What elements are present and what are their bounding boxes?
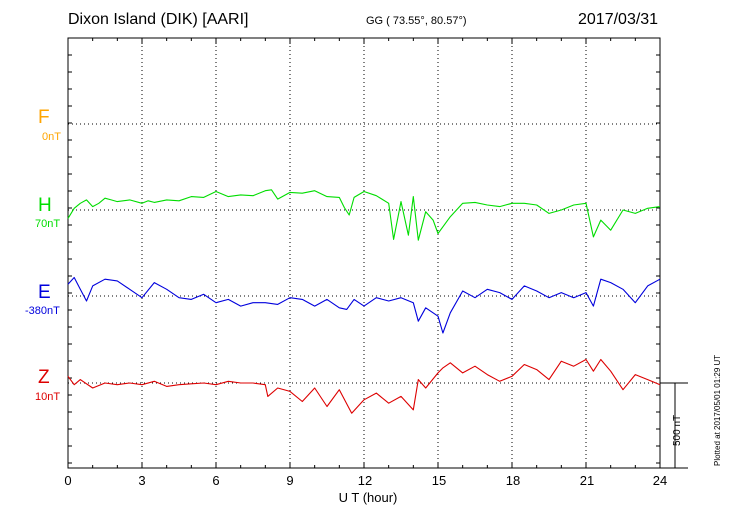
series-line-h bbox=[67, 189, 661, 241]
series-label-f: F bbox=[38, 107, 50, 128]
station-coordinates: GG ( 73.55°, 80.57°) bbox=[366, 15, 467, 27]
series-line-z bbox=[67, 358, 661, 414]
x-tick-label: 3 bbox=[138, 473, 146, 488]
x-tick-label: 12 bbox=[357, 473, 373, 488]
series-offset-z: 10nT bbox=[35, 391, 61, 403]
x-tick-label: 0 bbox=[64, 473, 72, 488]
station-title: Dixon Island (DIK) [AARI] bbox=[68, 11, 249, 28]
x-tick-label: 18 bbox=[505, 473, 521, 488]
plotted-timestamp: Plotted at 2017/05/01 01:29 UT bbox=[713, 354, 722, 466]
series-label-e: E bbox=[38, 282, 51, 303]
x-tick-label: 24 bbox=[652, 473, 668, 488]
x-axis-label: U T (hour) bbox=[338, 490, 398, 505]
series-offset-e: -380nT bbox=[25, 305, 60, 317]
series-offset-f: 0nT bbox=[42, 131, 61, 143]
scale-bar-label: 500 nT bbox=[672, 414, 683, 446]
series-label-z: Z bbox=[38, 367, 50, 388]
series-offset-h: 70nT bbox=[35, 218, 61, 230]
series-line-e bbox=[67, 276, 661, 334]
x-tick-label: 9 bbox=[286, 473, 294, 488]
date-label: 2017/03/31 bbox=[578, 11, 659, 28]
x-tick-label: 15 bbox=[431, 473, 447, 488]
x-tick-label: 6 bbox=[212, 473, 220, 488]
x-tick-label: 21 bbox=[579, 473, 595, 488]
series-label-h: H bbox=[38, 195, 52, 216]
